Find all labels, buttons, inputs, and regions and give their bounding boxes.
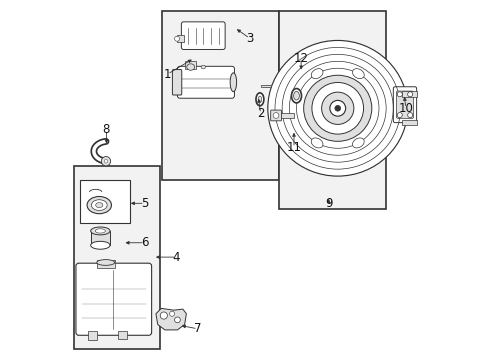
Circle shape [396, 92, 402, 97]
Ellipse shape [186, 64, 194, 70]
FancyBboxPatch shape [172, 69, 182, 95]
Ellipse shape [310, 69, 323, 78]
Bar [177, 36, 184, 42]
Circle shape [273, 113, 278, 118]
Text: 3: 3 [245, 32, 253, 45]
Bar [97, 260, 115, 268]
FancyBboxPatch shape [396, 91, 412, 118]
FancyBboxPatch shape [270, 110, 281, 121]
Ellipse shape [97, 260, 115, 265]
Bar [162, 12, 278, 180]
Bar [80, 180, 130, 223]
Ellipse shape [310, 138, 323, 148]
Bar [74, 166, 160, 348]
Ellipse shape [329, 100, 345, 116]
Ellipse shape [230, 73, 236, 92]
Text: 10: 10 [398, 102, 412, 115]
Polygon shape [156, 309, 186, 330]
Bar [402, 91, 416, 97]
Text: 1: 1 [163, 68, 171, 81]
Ellipse shape [87, 197, 111, 214]
FancyBboxPatch shape [177, 66, 234, 98]
Circle shape [104, 159, 107, 163]
Ellipse shape [258, 96, 261, 103]
Ellipse shape [95, 229, 105, 233]
Text: 5: 5 [141, 197, 148, 210]
Circle shape [160, 312, 167, 319]
Text: 7: 7 [194, 322, 201, 335]
Circle shape [407, 113, 412, 118]
Ellipse shape [303, 75, 371, 141]
Text: 8: 8 [102, 123, 110, 136]
Ellipse shape [201, 65, 205, 69]
Ellipse shape [352, 69, 364, 78]
Circle shape [174, 317, 180, 323]
FancyBboxPatch shape [181, 22, 224, 49]
Ellipse shape [96, 203, 102, 208]
Bar [118, 331, 127, 339]
Circle shape [169, 311, 174, 316]
Ellipse shape [90, 241, 110, 249]
Ellipse shape [334, 105, 340, 111]
Ellipse shape [91, 200, 107, 211]
Ellipse shape [311, 82, 363, 134]
FancyBboxPatch shape [392, 87, 416, 123]
Ellipse shape [291, 89, 301, 103]
Circle shape [396, 113, 402, 118]
Circle shape [101, 157, 110, 166]
Text: 2: 2 [256, 107, 264, 120]
Ellipse shape [255, 93, 264, 106]
Ellipse shape [293, 91, 299, 100]
Text: 6: 6 [141, 236, 148, 249]
Circle shape [174, 36, 179, 41]
Ellipse shape [267, 40, 407, 176]
Text: 12: 12 [293, 51, 308, 64]
Bar [88, 330, 97, 339]
FancyBboxPatch shape [76, 263, 151, 335]
Bar [402, 120, 416, 126]
Ellipse shape [352, 138, 364, 148]
Ellipse shape [321, 92, 353, 125]
Text: 9: 9 [325, 197, 332, 210]
Ellipse shape [90, 227, 110, 235]
Circle shape [407, 92, 412, 97]
Text: 4: 4 [172, 251, 180, 264]
Bar [280, 113, 293, 118]
Bar [185, 61, 196, 69]
Text: 11: 11 [286, 141, 301, 154]
Bar [260, 85, 271, 87]
Bar [90, 231, 110, 245]
Bar [278, 12, 386, 209]
